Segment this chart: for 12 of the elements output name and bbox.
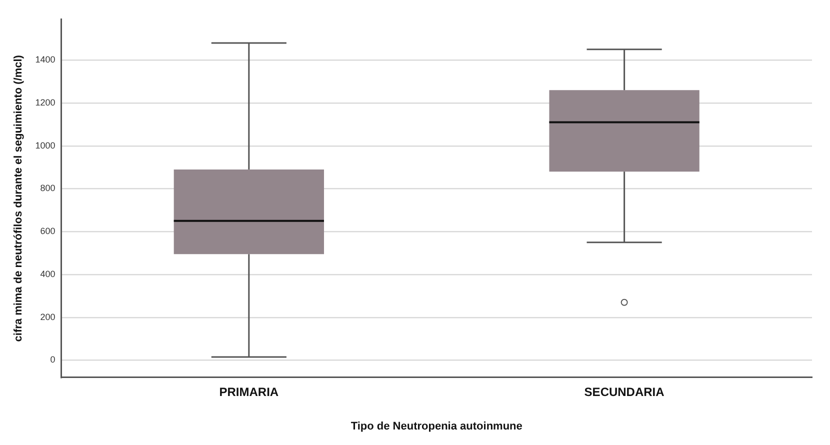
x-tick-label: SECUNDARIA bbox=[584, 384, 665, 399]
y-tick-label: 400 bbox=[40, 268, 56, 279]
y-tick-label: 1000 bbox=[35, 140, 56, 150]
y-tick-label: 1400 bbox=[35, 54, 56, 65]
x-tick-label: PRIMARIA bbox=[219, 384, 279, 399]
y-tick-label: 800 bbox=[40, 183, 56, 194]
y-tick-label: 600 bbox=[40, 226, 56, 236]
y-tick-label: 0 bbox=[50, 354, 56, 365]
y-tick-label: 1200 bbox=[35, 97, 56, 108]
y-axis-title: cifra mima de neutrófilos durante el seguimiento (/mcl) bbox=[12, 54, 25, 342]
x-axis-title: Tipo de Neutropenia autoinmune bbox=[350, 420, 522, 432]
y-tick-label: 200 bbox=[40, 312, 56, 322]
